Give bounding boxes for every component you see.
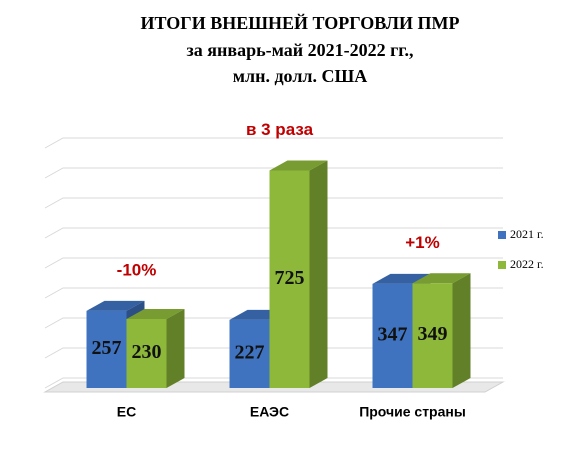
grid-line xyxy=(44,167,503,179)
x-tick-label: Прочие страны xyxy=(359,404,466,420)
bar-top-shade xyxy=(126,309,185,319)
bar-side xyxy=(452,273,471,388)
grid-line xyxy=(44,197,503,209)
bar-top xyxy=(126,309,185,319)
grid-line xyxy=(44,137,503,149)
bar-top-shade xyxy=(269,160,328,171)
grid-line xyxy=(44,347,503,359)
bar-top xyxy=(86,300,145,311)
value-label: 227 xyxy=(235,342,265,364)
bar-side xyxy=(166,309,185,388)
x-tick-label: ЕС xyxy=(117,404,136,420)
bar-top xyxy=(269,160,328,171)
annotation: -10% xyxy=(117,260,157,279)
chart-subtitle: млн. долл. США xyxy=(233,66,368,86)
grid-line xyxy=(44,287,503,299)
value-label: 230 xyxy=(132,341,162,363)
value-label: 347 xyxy=(378,324,408,346)
bar-side-shade xyxy=(309,160,328,388)
grid-line xyxy=(44,227,503,239)
bar xyxy=(269,170,310,388)
grid-line xyxy=(44,317,503,329)
legend-swatch xyxy=(498,261,506,269)
legend-label: 2022 г. xyxy=(510,257,544,271)
bar xyxy=(126,319,167,388)
chart-title: ИТОГИ ВНЕШНЕЙ ТОРГОВЛИ ПМР xyxy=(141,12,460,33)
bar xyxy=(412,283,453,388)
annotation: +1% xyxy=(405,233,440,252)
legend-swatch xyxy=(498,231,506,239)
bar xyxy=(372,283,413,388)
value-label: 257 xyxy=(92,337,122,359)
value-label: 349 xyxy=(418,323,448,345)
bar xyxy=(86,310,127,388)
value-label: 725 xyxy=(275,267,305,289)
grid-line xyxy=(44,377,503,389)
bar-top xyxy=(412,273,471,284)
bar-side xyxy=(309,160,328,388)
bar-top-shade xyxy=(86,300,145,311)
x-tick-label: ЕАЭС xyxy=(250,404,289,420)
legend-label: 2021 г. xyxy=(510,227,544,241)
bar xyxy=(229,319,270,388)
chart-subtitle: за январь-май 2021-2022 гг., xyxy=(187,40,414,60)
bar-side-shade xyxy=(452,273,471,388)
bar-top-shade xyxy=(412,273,471,284)
annotation: в 3 раза xyxy=(246,120,314,139)
grid-line xyxy=(44,257,503,269)
bar-side-shade xyxy=(166,309,185,388)
